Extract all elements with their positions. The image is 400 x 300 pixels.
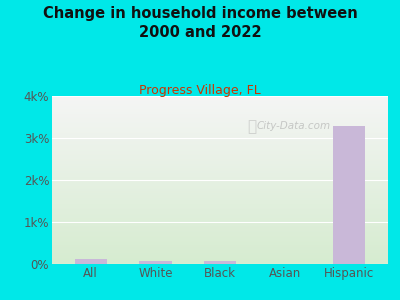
Bar [139, 261, 172, 264]
Bar [75, 259, 107, 264]
Bar [204, 261, 236, 264]
Text: Change in household income between
2000 and 2022: Change in household income between 2000 … [43, 6, 357, 40]
Text: Progress Village, FL: Progress Village, FL [139, 84, 261, 97]
Bar [333, 126, 365, 264]
Text: ⦿: ⦿ [247, 119, 256, 134]
Text: City-Data.com: City-Data.com [257, 121, 331, 131]
